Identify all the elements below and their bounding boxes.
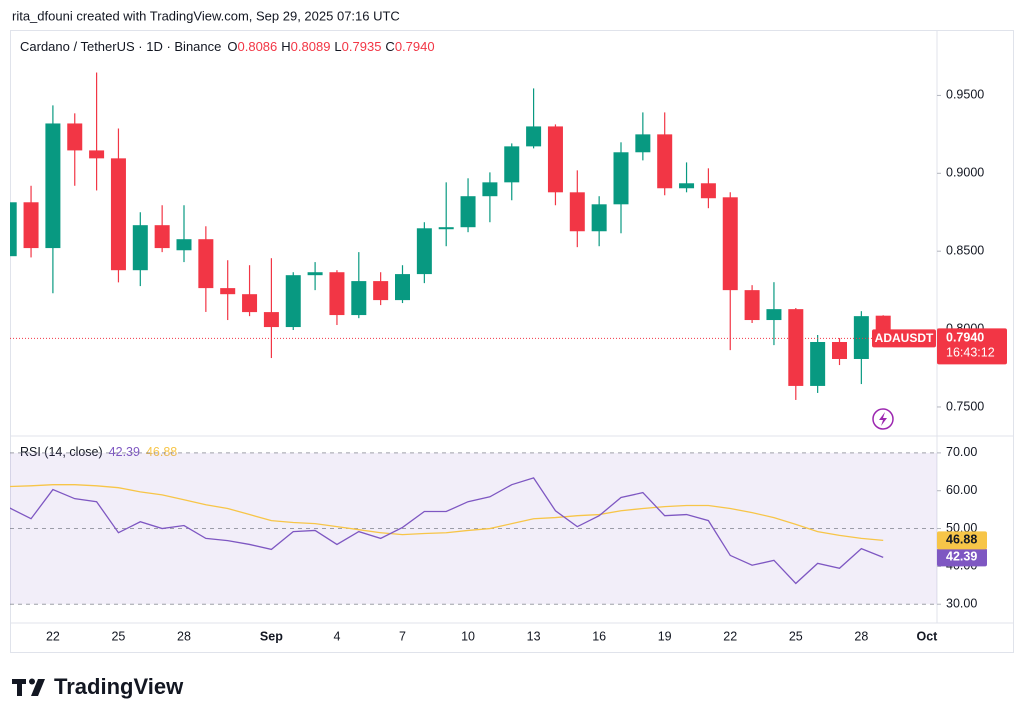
candle-body <box>810 342 826 386</box>
candle-body <box>700 183 716 199</box>
candles <box>10 72 891 400</box>
candle-body <box>395 274 410 301</box>
value-tag: 46.88 <box>946 533 977 547</box>
candle-body <box>788 309 804 386</box>
candle-body <box>89 150 105 159</box>
candle-body <box>263 312 279 328</box>
candle-body <box>307 272 323 276</box>
credit: rita_dfouni created with TradingView.com… <box>12 8 400 23</box>
x-tick-label: 4 <box>333 629 340 643</box>
price-tag: 0.7940 <box>946 331 984 345</box>
x-tick-label: Sep <box>260 629 283 643</box>
candle-body <box>679 183 695 189</box>
candle-body <box>526 126 542 147</box>
candle-body <box>832 342 847 359</box>
brand-logo <box>12 678 45 696</box>
y-tick-label: 0.7500 <box>946 399 984 413</box>
ohlc-key: L <box>334 39 341 54</box>
candle-body <box>591 204 607 232</box>
x-tick-label: 7 <box>399 629 406 643</box>
candle-body <box>722 197 738 291</box>
x-tick-label: 13 <box>527 629 541 643</box>
ohlc-value: 0.7935 <box>342 39 382 54</box>
candle-body <box>504 146 520 183</box>
price-tag-bg <box>937 328 1007 365</box>
candle-body <box>373 281 389 301</box>
rsi-ma-value: 46.88 <box>146 445 177 459</box>
symbol: Cardano / TetherUS · 1D · Binance <box>20 39 221 54</box>
symbol-tag-bg <box>872 329 936 348</box>
y-tick-label: 0.9000 <box>946 166 984 180</box>
symbol-tag: ADAUSDT <box>875 331 934 345</box>
value-tag-bg <box>937 531 987 550</box>
y-tick-label: 30.00 <box>946 597 977 611</box>
ohlc-key: C <box>385 39 394 54</box>
ohlc-value: 0.8086 <box>238 39 278 54</box>
candle-body <box>482 182 498 197</box>
candle-body <box>547 126 563 193</box>
x-tick-label: Oct <box>916 629 938 643</box>
y-tick-label: 60.00 <box>946 483 977 497</box>
candle-body <box>67 123 83 151</box>
candle-body <box>176 239 192 251</box>
candle-body <box>438 227 454 230</box>
rsi-line <box>10 477 884 585</box>
value-tag: 42.39 <box>946 550 977 564</box>
x-tick-label: 28 <box>177 629 191 643</box>
candle-body <box>154 225 170 249</box>
x-tick-label: 19 <box>658 629 672 643</box>
candle-body <box>198 239 214 289</box>
candle-body <box>853 316 869 359</box>
ohlc-key: O <box>227 39 237 54</box>
x-tick-label: 28 <box>854 629 868 643</box>
candle-body <box>23 202 39 249</box>
rsi-line <box>10 484 884 542</box>
rsi-lines <box>10 477 884 585</box>
x-tick-label: 25 <box>111 629 125 643</box>
candle-body <box>45 123 61 249</box>
candle-body <box>744 290 760 321</box>
symbol-line: Cardano / TetherUS · 1D · Binance O0.8086… <box>20 39 435 54</box>
candle-body <box>613 152 629 205</box>
candle-body <box>657 134 673 189</box>
x-tick-label: 16 <box>592 629 606 643</box>
candle-body <box>766 309 782 321</box>
candle-body <box>242 294 258 313</box>
candle-body <box>569 192 585 232</box>
x-tick-label: 22 <box>723 629 737 643</box>
candle-body <box>351 281 367 316</box>
candle-body <box>10 202 17 257</box>
y-tick-label: 50.00 <box>946 521 977 535</box>
countdown: 16:43:12 <box>946 346 995 360</box>
candle-body <box>132 225 148 271</box>
candle-body <box>416 228 432 275</box>
rsi-value: 42.39 <box>109 445 140 459</box>
candle-body <box>220 288 236 295</box>
candle-body <box>285 275 301 328</box>
value-tag-bg <box>937 548 987 567</box>
x-tick-label: 22 <box>46 629 60 643</box>
candle-body <box>460 196 476 228</box>
brand: TradingView <box>54 674 184 699</box>
rsi-title: RSI (14, close) <box>20 445 103 459</box>
y-tick-label: 70.00 <box>946 445 977 459</box>
candle-body <box>329 272 345 316</box>
candle-body <box>635 134 651 153</box>
x-tick-label: 25 <box>789 629 803 643</box>
candle-body <box>110 158 126 271</box>
y-tick-label: 0.9500 <box>946 88 984 102</box>
alert-icon <box>872 408 894 430</box>
x-tick-label: 10 <box>461 629 475 643</box>
ohlc-value: 0.8089 <box>291 39 331 54</box>
y-tick-label: 0.8500 <box>946 243 984 257</box>
ohlc-key: H <box>281 39 290 54</box>
ohlc-value: 0.7940 <box>395 39 435 54</box>
chart-frame <box>10 30 1014 653</box>
rsi-legend: RSI (14, close) 42.39 46.88 <box>20 445 177 459</box>
